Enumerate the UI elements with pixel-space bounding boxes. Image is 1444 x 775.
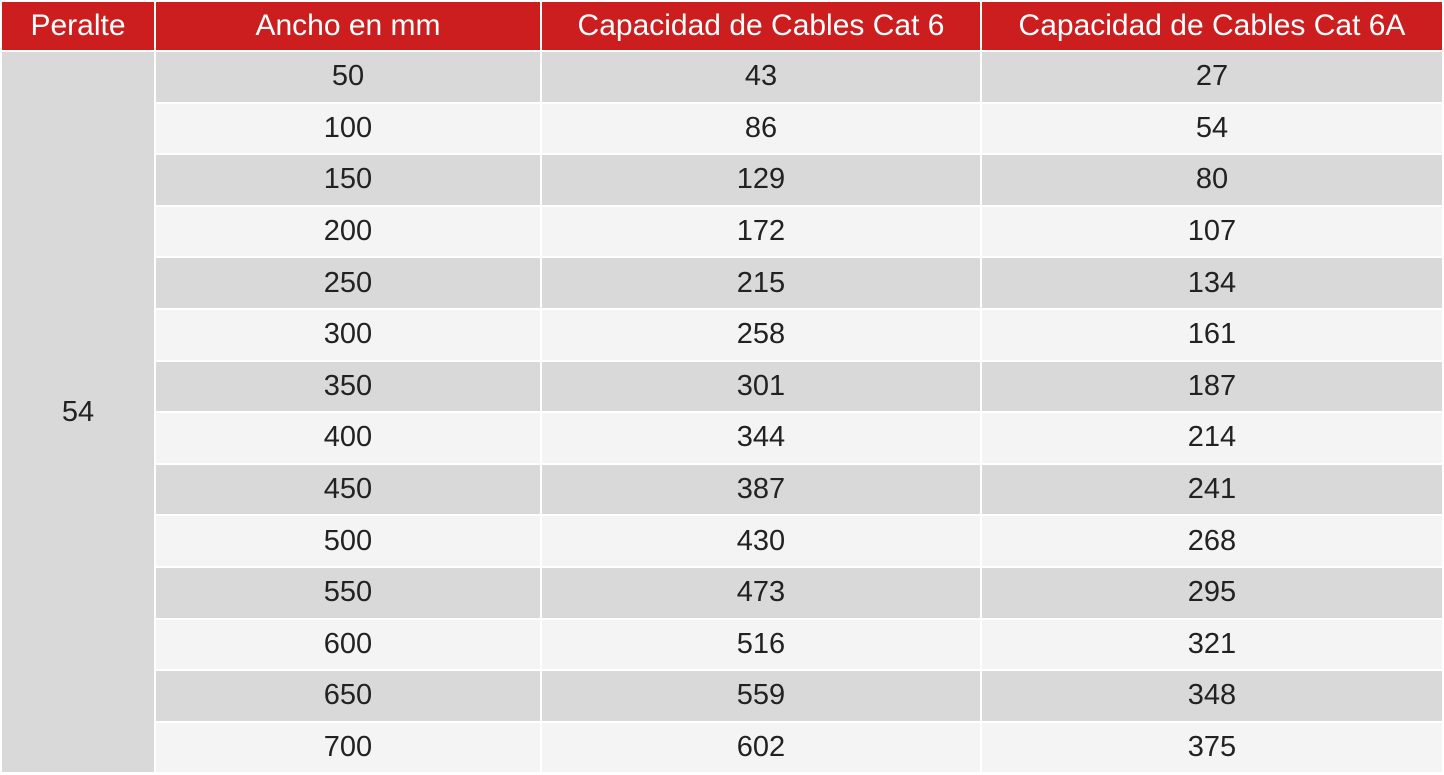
cell-cat6: 301 bbox=[542, 359, 982, 412]
cell-cat6a: 375 bbox=[982, 720, 1442, 773]
cell-cat6: 86 bbox=[542, 101, 982, 154]
header-ancho: Ancho en mm bbox=[156, 2, 542, 50]
cell-cat6a: 321 bbox=[982, 617, 1442, 670]
cell-cat6: 387 bbox=[542, 462, 982, 515]
cell-ancho: 150 bbox=[156, 153, 542, 205]
cell-ancho: 450 bbox=[156, 462, 542, 515]
table-row: 650 559 348 bbox=[2, 669, 1442, 721]
cell-ancho: 550 bbox=[156, 565, 542, 618]
table-row: 54 50 43 27 bbox=[2, 50, 1442, 773]
cell-cat6a: 27 bbox=[982, 50, 1442, 102]
cell-cat6a: 348 bbox=[982, 669, 1442, 721]
cell-cat6: 344 bbox=[542, 411, 982, 463]
cell-cat6: 258 bbox=[542, 307, 982, 360]
table-row: 350 301 187 bbox=[2, 359, 1442, 412]
table-row: 550 473 295 bbox=[2, 565, 1442, 618]
cell-cat6a: 80 bbox=[982, 153, 1442, 205]
cell-cat6a: 134 bbox=[982, 256, 1442, 308]
cell-ancho: 250 bbox=[156, 256, 542, 308]
cell-ancho: 650 bbox=[156, 669, 542, 721]
table-header: Peralte Ancho en mm Capacidad de Cables … bbox=[2, 2, 1442, 50]
cell-cat6: 430 bbox=[542, 514, 982, 566]
header-row: Peralte Ancho en mm Capacidad de Cables … bbox=[2, 2, 1442, 50]
cell-ancho: 200 bbox=[156, 204, 542, 257]
cell-ancho: 300 bbox=[156, 307, 542, 360]
cell-ancho: 100 bbox=[156, 101, 542, 154]
header-peralte: Peralte bbox=[2, 2, 156, 50]
peralte-value-cell: 54 bbox=[2, 50, 156, 773]
cell-cat6a: 187 bbox=[982, 359, 1442, 412]
cell-cat6a: 54 bbox=[982, 101, 1442, 154]
table-row: 250 215 134 bbox=[2, 256, 1442, 308]
header-cat6: Capacidad de Cables Cat 6 bbox=[542, 2, 982, 50]
cell-ancho: 500 bbox=[156, 514, 542, 566]
cell-ancho: 50 bbox=[156, 50, 542, 102]
table-row: 300 258 161 bbox=[2, 307, 1442, 360]
cell-cat6a: 107 bbox=[982, 204, 1442, 257]
header-cat6a: Capacidad de Cables Cat 6A bbox=[982, 2, 1442, 50]
cell-cat6: 559 bbox=[542, 669, 982, 721]
table-row: 100 86 54 bbox=[2, 101, 1442, 154]
table-row: 700 602 375 bbox=[2, 720, 1442, 773]
cell-ancho: 400 bbox=[156, 411, 542, 463]
cell-cat6: 129 bbox=[542, 153, 982, 205]
cell-ancho: 350 bbox=[156, 359, 542, 412]
table-row: 500 430 268 bbox=[2, 514, 1442, 566]
cell-cat6a: 268 bbox=[982, 514, 1442, 566]
cell-cat6a: 295 bbox=[982, 565, 1442, 618]
table-row: 150 129 80 bbox=[2, 153, 1442, 205]
cell-ancho: 600 bbox=[156, 617, 542, 670]
cell-cat6: 602 bbox=[542, 720, 982, 773]
cell-ancho: 700 bbox=[156, 720, 542, 773]
table-row: 200 172 107 bbox=[2, 204, 1442, 257]
cell-cat6: 172 bbox=[542, 204, 982, 257]
table-row: 600 516 321 bbox=[2, 617, 1442, 670]
table-body: 54 50 43 27 100 86 54 150 129 80 200 172 107 250 215 13… bbox=[2, 50, 1442, 773]
cell-cat6: 215 bbox=[542, 256, 982, 308]
cell-cat6a: 214 bbox=[982, 411, 1442, 463]
cell-cat6a: 161 bbox=[982, 307, 1442, 360]
cell-cat6a: 241 bbox=[982, 462, 1442, 515]
cell-cat6: 43 bbox=[542, 50, 982, 102]
cell-cat6: 516 bbox=[542, 617, 982, 670]
table-row: 400 344 214 bbox=[2, 411, 1442, 463]
table-row: 450 387 241 bbox=[2, 462, 1442, 515]
cell-cat6: 473 bbox=[542, 565, 982, 618]
